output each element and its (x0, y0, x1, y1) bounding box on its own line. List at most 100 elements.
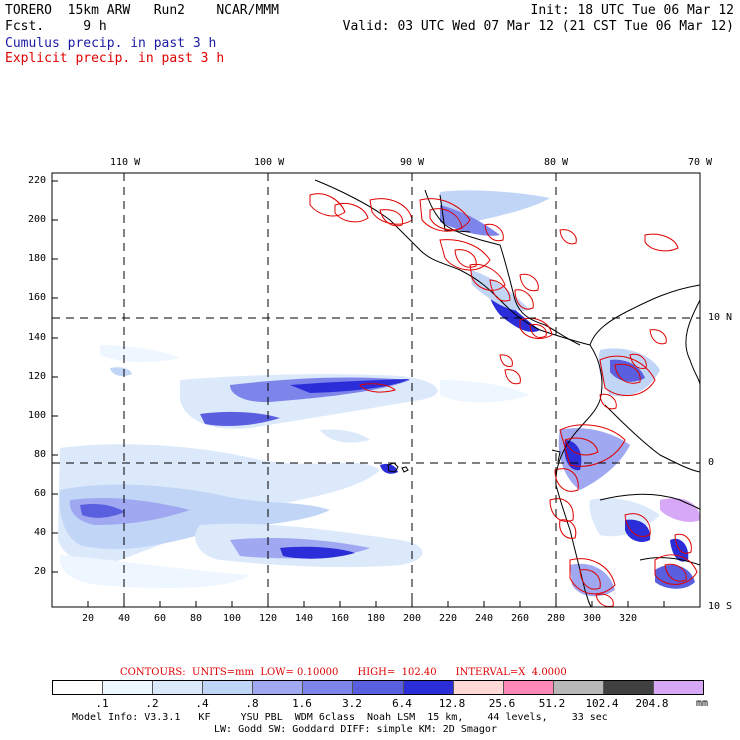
colorbar-swatch (253, 681, 304, 694)
precip-band (660, 498, 700, 522)
legend-explicit: Explicit precip. in past 3 h (5, 51, 225, 66)
colorbar-swatch (303, 681, 354, 694)
precip-band (440, 380, 530, 403)
y-tick-label: 40 (34, 527, 47, 538)
legend-cumulus: Cumulus precip. in past 3 h (5, 36, 217, 51)
x-tick-label: 280 (547, 613, 566, 624)
coastline (439, 194, 471, 233)
colorbar-label: 6.4 (392, 697, 412, 710)
precip-band (558, 428, 630, 490)
x-tick-label: 160 (331, 613, 350, 624)
x-tick-label: 20 (82, 613, 95, 624)
colorbar-swatch (403, 681, 454, 694)
y-tick-label: 80 (34, 449, 47, 460)
colorbar-swatch (453, 681, 504, 694)
y-tick-label: 20 (34, 566, 47, 577)
coastline (685, 299, 700, 386)
colorbar-swatch (653, 681, 704, 694)
precip-band (80, 503, 125, 518)
colorbar-swatch (553, 681, 604, 694)
colorbar-swatch (53, 681, 104, 694)
x-tick-label: 80 (190, 613, 203, 624)
contour-low: LOW= 0.10000 (260, 667, 339, 678)
colorbar-swatch (353, 681, 404, 694)
colorbar-swatch (153, 681, 204, 694)
precip-band (320, 429, 370, 443)
colorbar-unit: mm (696, 698, 709, 709)
island (401, 466, 409, 473)
contour-interval: INTERVAL=X 4.0000 (455, 667, 567, 678)
lat-lon-grid (52, 173, 700, 607)
colorbar-label: 51.2 (538, 697, 566, 710)
y-tick-label: 160 (28, 292, 47, 303)
explicit-contours (309, 193, 698, 607)
lat-label: 0 (708, 457, 715, 468)
contours-label: CONTOURS: (120, 667, 186, 678)
contour-high: HIGH= 102.40 (357, 667, 437, 678)
y-tick-label: 220 (28, 175, 47, 186)
model-info: Model Info: V3.3.1 KF YSU PBL WDM 6class… (72, 712, 608, 723)
precip-band (589, 498, 660, 537)
precip-band (670, 538, 689, 562)
coastline (551, 449, 561, 463)
x-ticks (87, 601, 665, 607)
x-tick-label: 140 (295, 613, 314, 624)
colorbar-label: 204.8 (635, 697, 669, 710)
init-time: Init: 18 UTC Tue 06 Mar 12 (530, 3, 735, 18)
colorbar-swatch (503, 681, 554, 694)
colorbar-label: 1.6 (292, 697, 312, 710)
precip-band (100, 345, 180, 362)
colorbar-label: .2 (145, 697, 159, 710)
lon-label: 110 W (110, 157, 141, 168)
precip-band (110, 367, 132, 376)
forecast-hour: Fcst. 9 h (5, 19, 107, 34)
coastline (314, 179, 591, 346)
colorbar-swatch (203, 681, 254, 694)
x-tick-label: 220 (439, 613, 458, 624)
colorbar (52, 680, 704, 695)
colorbar-swatch (603, 681, 654, 694)
coastline (599, 493, 700, 511)
lon-label: 70 W (688, 157, 713, 168)
y-tick-label: 60 (34, 488, 47, 499)
colorbar-label: .1 (95, 697, 109, 710)
y-tick-label: 140 (28, 332, 47, 343)
physics-info: LW: Godd SW: Goddard DIFF: simple KM: 2D… (214, 724, 497, 735)
x-tick-label: 180 (367, 613, 386, 624)
colorbar-label: .8 (245, 697, 259, 710)
y-tick-label: 120 (28, 371, 47, 382)
precip-band (655, 564, 695, 589)
colorbar-label: 3.2 (342, 697, 362, 710)
coastline (424, 189, 581, 346)
lon-label: 100 W (254, 157, 285, 168)
header-title: TORERO 15km ARW Run2 NCAR/MMM (5, 3, 279, 18)
x-tick-label: 300 (583, 613, 602, 624)
valid-time: Valid: 03 UTC Wed 07 Mar 12 (21 CST Tue … (342, 19, 734, 34)
colorbar-label: .4 (195, 697, 209, 710)
precip-band (280, 546, 355, 559)
lon-label: 80 W (544, 157, 569, 168)
colorbar-swatch (103, 681, 154, 694)
lat-label: 10 S (708, 601, 733, 612)
coastline (589, 284, 700, 346)
precip-band (570, 563, 615, 597)
coastline (639, 557, 700, 566)
colorbar-label: 25.6 (488, 697, 516, 710)
precip-band (290, 379, 410, 393)
precip-shading (58, 179, 700, 607)
lat-label: 10 N (708, 312, 733, 323)
x-tick-label: 320 (619, 613, 638, 624)
contour-info: CONTOURS: UNITS=mm LOW= 0.10000 HIGH= 10… (120, 667, 567, 678)
x-tick-label: 120 (259, 613, 278, 624)
colorbar-label: 102.4 (585, 697, 619, 710)
precip-band (59, 555, 250, 588)
coastline (604, 404, 700, 473)
x-tick-label: 40 (118, 613, 131, 624)
x-tick-label: 200 (403, 613, 422, 624)
x-tick-label: 100 (223, 613, 242, 624)
y-tick-label: 180 (28, 253, 47, 264)
precip-band (200, 411, 280, 426)
contour-units: UNITS=mm (192, 667, 255, 678)
y-tick-label: 200 (28, 214, 47, 225)
